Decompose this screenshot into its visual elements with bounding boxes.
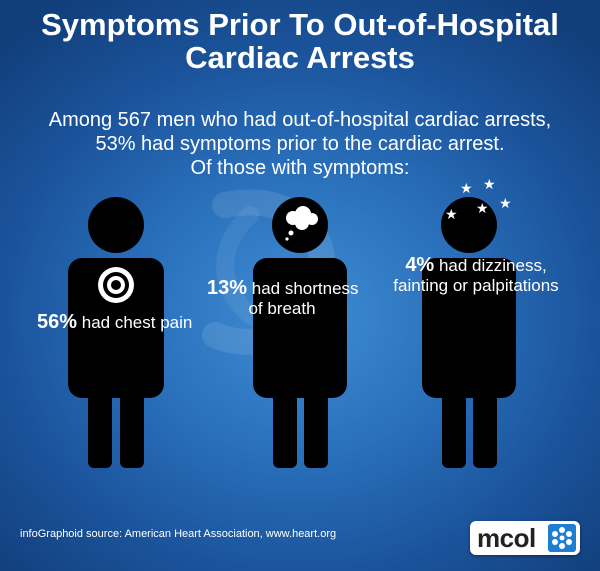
symptom-label-chest-pain: 56% had chest pain [37, 312, 192, 333]
svg-text:★: ★ [445, 207, 458, 223]
symptom-text: had dizziness, [434, 256, 547, 275]
thought-bubble-icon [285, 206, 318, 241]
symptom-percent: 56% [37, 311, 78, 333]
svg-text:★: ★ [483, 177, 496, 193]
intro-line-2: 53% had symptoms prior to the cardiac ar… [95, 133, 505, 155]
page-title: Symptoms Prior To Out-of-Hospital Cardia… [0, 8, 600, 74]
symptom-text-line-2: of breath [248, 299, 316, 318]
source-credit: infoGraphoid source: American Heart Asso… [20, 528, 337, 540]
symptom-label-dizziness: 4% had dizziness, fainting or palpitatio… [386, 255, 566, 296]
svg-text:★: ★ [476, 201, 489, 217]
svg-text:★: ★ [460, 181, 473, 197]
symptom-text: had shortness [247, 279, 359, 298]
title-line-1: Symptoms Prior To Out-of-Hospital [41, 7, 559, 42]
title-line-2: Cardiac Arrests [185, 40, 415, 75]
intro-line-3: Of those with symptoms: [190, 157, 410, 179]
symptom-text: had chest pain [77, 313, 193, 332]
symptom-percent: 13% [207, 277, 248, 299]
symptom-label-breath: 13% had shortness of breath [207, 277, 359, 319]
target-icon [98, 267, 134, 303]
logo-text: mcol [477, 522, 536, 553]
symptom-text-line-2: fainting or palpitations [393, 276, 559, 295]
stars-icon: ★ ★ ★ ★ ★ [445, 177, 512, 223]
intro-line-1: Among 567 men who had out-of-hospital ca… [48, 109, 552, 131]
svg-text:★: ★ [499, 196, 512, 212]
mcol-logo[interactable]: mcol [470, 521, 580, 555]
intro-text: Among 567 men who had out-of-hospital ca… [0, 108, 600, 180]
symptom-percent: 4% [405, 254, 435, 276]
asterisk-logo-icon [548, 524, 576, 552]
